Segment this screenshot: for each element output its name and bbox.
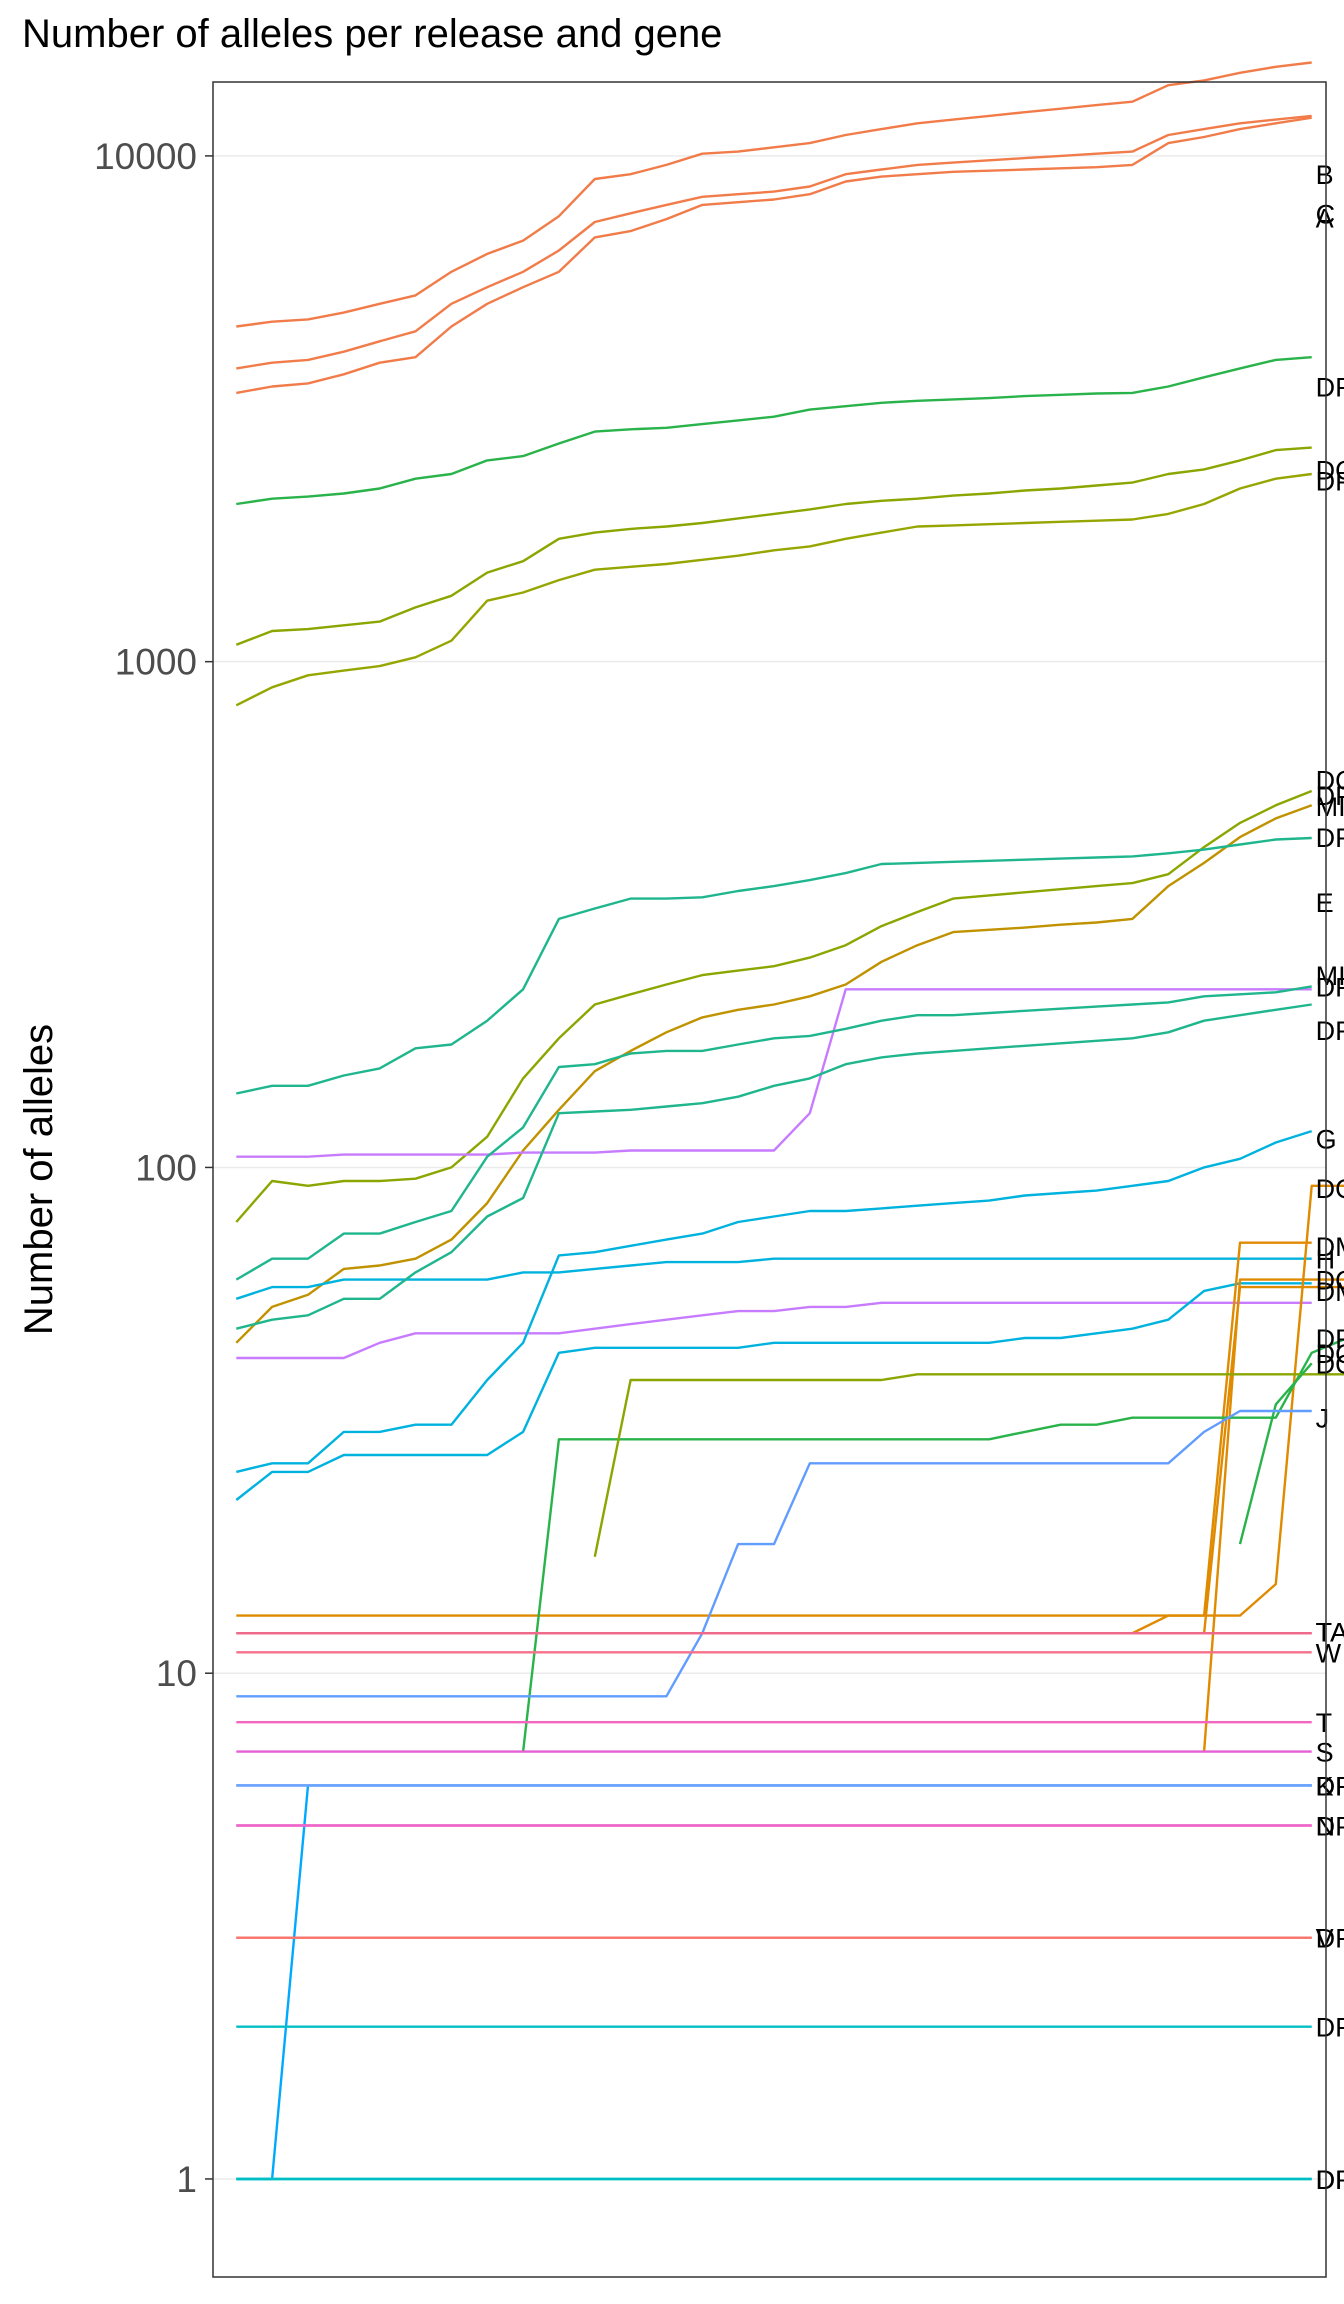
series-line-c [236,114,1312,370]
end-label-dpa1: DPA1 [1316,781,1344,811]
series-line-micb [236,1301,1312,1360]
end-label-dqb2: DQB2 [1316,1349,1344,1379]
end-label-drb7: DRB7 [1316,2013,1344,2043]
series-line-dqb1 [235,446,1312,646]
end-label-t: T [1316,1708,1333,1738]
y-axis-title: Number of alleles [17,1024,61,1335]
end-label-drb2: DRB2 [1316,2165,1344,2195]
y-tick-label: 100 [135,1147,197,1188]
series-line-drb4 [236,1003,1312,1330]
end-label-drb8: DRB8 [1316,2165,1344,2195]
series-line-drb1 [236,356,1312,506]
end-label-tap2: TAP2 [1316,1617,1344,1647]
series-line-drb5 [235,985,1312,1281]
series-line-h [235,1282,1312,1501]
end-label-drb2: DRB2 [1316,1771,1344,1801]
y-axis: 1 10 100 1000 10000 [94,136,213,2200]
series-end-labels: BCADRB1DQB1DPB1DQA1DPA1MICADRB3EMICBDRB4… [1316,160,1344,2195]
end-label-drb6: DRB6 [1316,1924,1344,1954]
end-label-v: V [1316,1924,1334,1954]
series-line-dma [1202,1285,1344,1634]
end-label-e: E [1316,888,1334,918]
end-label-drb3: DRB3 [1316,823,1344,853]
y-tick-label: 1 [176,2159,197,2200]
end-label-doa: DOA [1316,1174,1344,1204]
end-label-dob: DOB [1316,1266,1344,1296]
series-lines [235,61,1344,2181]
y-tick-label: 1000 [115,642,197,683]
end-label-micb: MICB [1316,961,1344,991]
series-line-dqb2 [1238,1362,1313,1545]
series-line-j [236,1409,1312,1698]
plot-frame [212,81,1327,2278]
gridlines [213,155,1326,2180]
end-label-dqa2: DQA2 [1316,1339,1344,1369]
series-line-dob [1202,1278,1344,1752]
end-label-k: K [1316,1771,1334,1801]
series-line-drb9 [236,1784,1312,2181]
y-tick-label: 10000 [94,136,197,177]
end-label-s: S [1316,1738,1334,1768]
chart-title: Number of alleles per release and gene [22,12,723,56]
end-label-dqb1: DQB1 [1316,455,1344,485]
end-label-dmb: DMB [1316,1232,1344,1262]
end-label-j: J [1316,1404,1330,1434]
end-label-w: W [1316,1638,1342,1668]
end-label-drb1: DRB1 [1316,373,1344,403]
end-label-dqa1: DQA1 [1316,765,1344,795]
series-line-dpb1 [235,472,1312,707]
series-line-a [236,116,1312,395]
series-line-dmb [236,1241,1312,1617]
end-label-mica: MICA [1316,792,1344,822]
end-label-tap1: TAP1 [1316,1617,1344,1647]
end-label-b: B [1316,160,1334,190]
end-label-drb5: DRB5 [1316,1016,1344,1046]
series-line-dpa1 [235,804,1313,1344]
series-line-e [235,1257,1312,1300]
series-line-mica [236,988,1312,1158]
end-label-dma: DMA [1316,1277,1344,1307]
end-label-drb9: DRB9 [1316,1771,1344,1801]
series-line-dqa1 [235,789,1313,1223]
end-label-l: L [1316,1771,1331,1801]
end-label-drb4: DRB4 [1316,972,1344,1002]
series-line-drb3 [236,836,1312,1095]
series-line-dqa2 [593,1373,1344,1557]
y-tick-label: 10 [156,1653,197,1694]
end-label-a: A [1316,204,1334,234]
end-label-dra: DRA [1316,1324,1344,1354]
end-label-dpb1: DPB1 [1316,467,1344,497]
series-line-g [236,1129,1313,1474]
series-line-dra [521,1338,1344,1752]
end-label-dpa2: DPA2 [1316,1811,1344,1841]
series-line-b [236,61,1312,328]
